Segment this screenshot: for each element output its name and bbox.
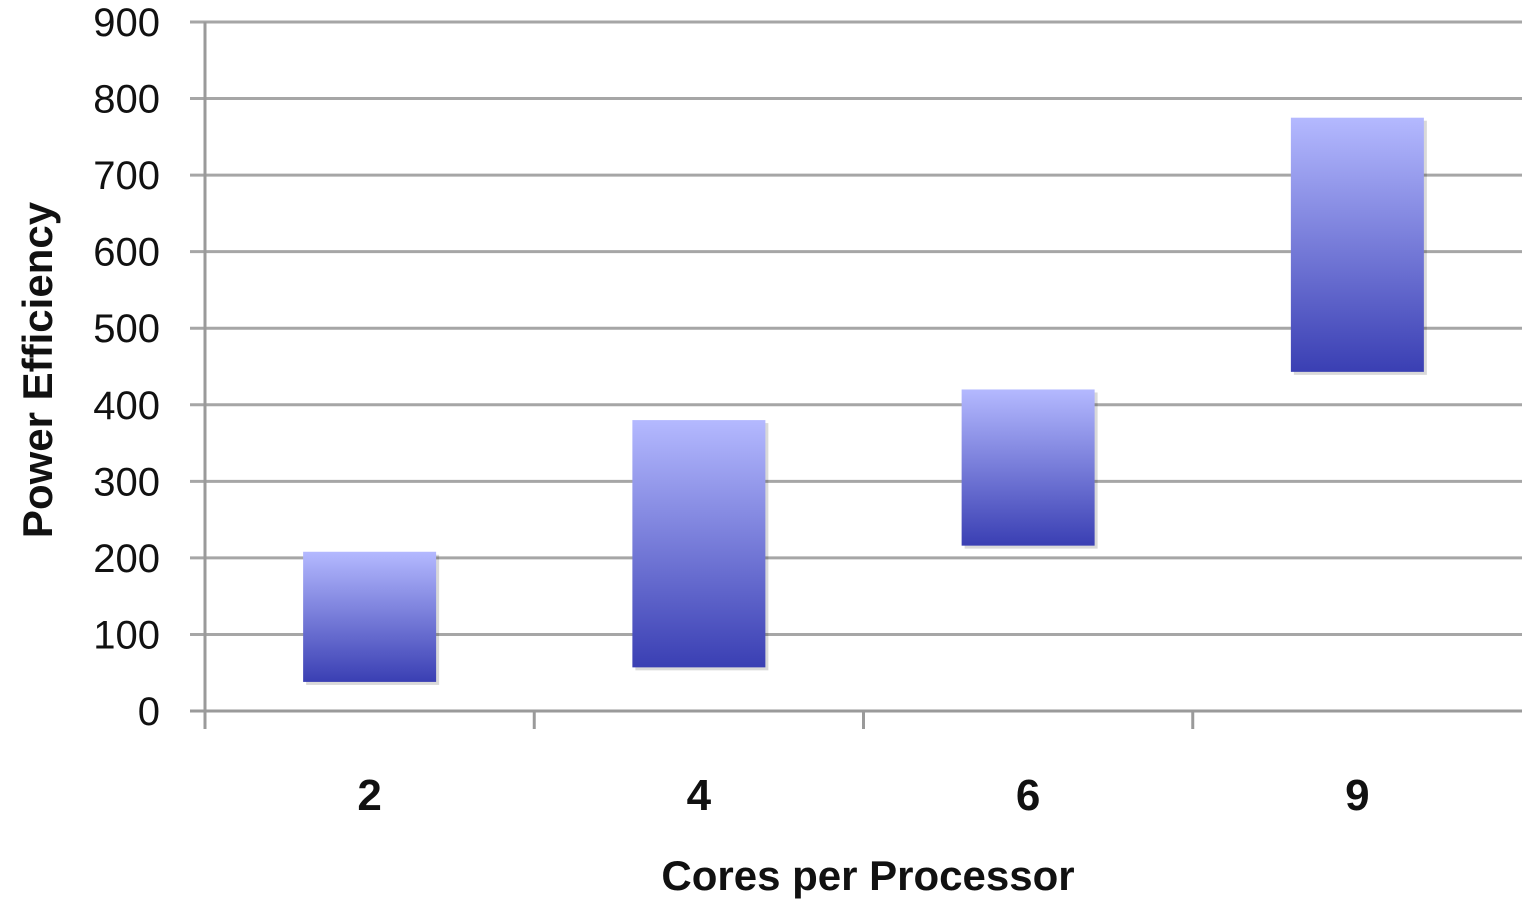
x-axis-labels: 2 4 6 9 <box>357 771 1369 820</box>
bar-4 <box>632 420 766 668</box>
y-tick-label: 200 <box>93 537 160 581</box>
y-axis-ticks: 0 100 200 300 400 500 600 700 800 900 <box>93 1 160 734</box>
y-tick-label: 0 <box>138 690 160 734</box>
y-tick-label: 900 <box>93 1 160 45</box>
x-tick-label: 6 <box>1016 771 1040 820</box>
y-tick-label: 300 <box>93 460 160 504</box>
x-axis-title: Cores per Processor <box>661 852 1074 899</box>
bar-9 <box>1290 117 1424 372</box>
bar-2 <box>303 551 437 682</box>
x-tick-label: 9 <box>1345 771 1369 820</box>
bar-6 <box>961 389 1095 546</box>
x-tick-label: 2 <box>357 771 381 820</box>
y-axis-title: Power Efficiency <box>14 201 61 538</box>
y-tick-label: 800 <box>93 78 160 122</box>
y-tick-label: 600 <box>93 231 160 275</box>
y-tick-label: 700 <box>93 154 160 198</box>
axes <box>190 22 1522 729</box>
x-tick-label: 4 <box>687 771 712 820</box>
y-tick-label: 100 <box>93 613 160 657</box>
bars <box>303 117 1427 685</box>
y-tick-label: 400 <box>93 384 160 428</box>
y-tick-label: 500 <box>93 307 160 351</box>
